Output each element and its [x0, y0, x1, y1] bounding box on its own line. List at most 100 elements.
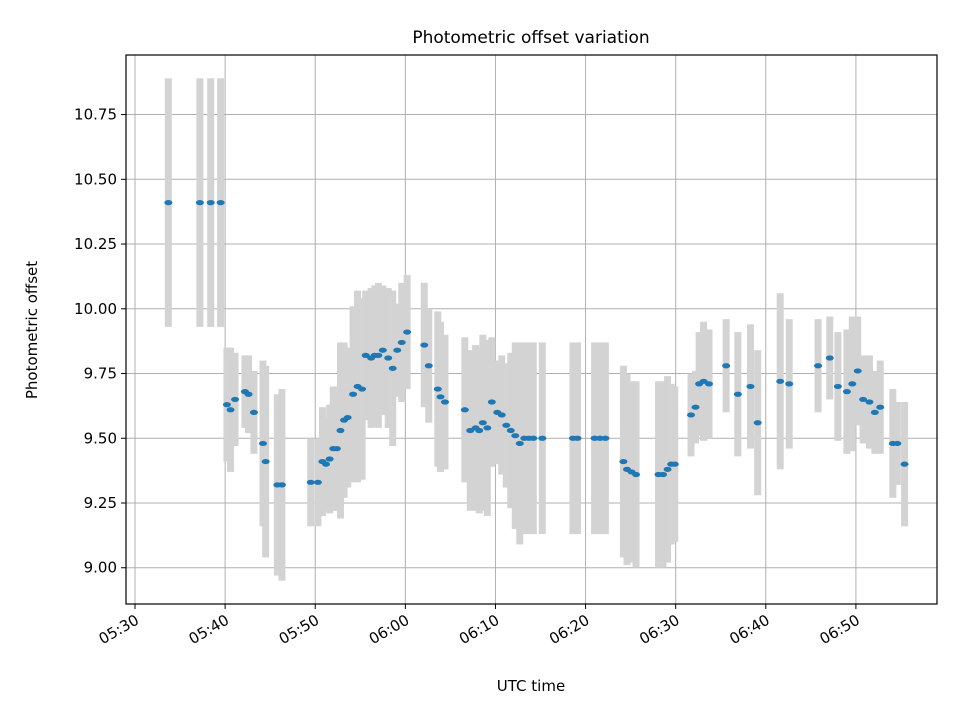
data-point	[332, 446, 341, 452]
data-point	[511, 433, 520, 439]
y-tick-label: 9.75	[84, 365, 117, 383]
data-point	[746, 383, 755, 390]
y-tick-label: 10.50	[74, 170, 117, 188]
data-point	[538, 435, 547, 441]
data-point	[900, 461, 909, 467]
x-tick-label: 06:00	[366, 611, 412, 648]
data-point	[814, 363, 823, 369]
data-point	[378, 347, 387, 353]
grid	[126, 55, 937, 604]
data-point	[195, 200, 204, 206]
data-point	[722, 363, 731, 369]
data-point	[226, 407, 235, 413]
data-point	[853, 368, 862, 374]
data-point	[848, 381, 857, 387]
data-point	[384, 355, 393, 361]
data-point	[261, 458, 270, 465]
x-tick-label: 06:10	[456, 611, 502, 648]
data-point	[231, 396, 240, 403]
data-point	[686, 412, 695, 418]
data-point	[322, 461, 331, 467]
data-point	[343, 414, 352, 421]
data-point	[374, 352, 383, 358]
data-point	[436, 394, 445, 400]
y-tick-label: 10.25	[74, 235, 117, 253]
data-point	[865, 399, 874, 405]
plot-frame	[125, 54, 938, 605]
chart-title: Photometric offset variation	[412, 28, 649, 48]
data-point	[859, 396, 868, 403]
y-tick-label: 9.00	[84, 559, 117, 577]
data-point	[705, 381, 714, 387]
data-point	[833, 383, 842, 390]
x-tick-label: 06:20	[546, 611, 592, 648]
y-ticks: 9.00 9.25 9.50 9.75 10.00 10.25 10.50 10.75	[74, 106, 126, 577]
data-point	[249, 409, 258, 415]
data-point	[753, 420, 762, 426]
data-point	[776, 378, 785, 384]
data-point	[433, 386, 442, 392]
data-point	[573, 435, 582, 441]
y-axis-label: Photometric offset	[23, 261, 41, 399]
data-point	[691, 404, 700, 410]
x-tick-label: 06:50	[816, 611, 862, 648]
data-point	[842, 389, 851, 395]
y-tick-label: 9.50	[84, 429, 117, 447]
data-point	[785, 381, 794, 387]
data-point	[825, 355, 834, 361]
y-tick-label: 10.75	[74, 106, 117, 124]
data-point	[258, 440, 267, 447]
data-point	[325, 456, 334, 462]
data-point	[733, 391, 742, 397]
data-point	[403, 329, 412, 335]
data-point	[244, 391, 253, 397]
error-bars	[164, 78, 909, 581]
data-point	[349, 391, 358, 397]
data-point	[529, 435, 538, 441]
data-point	[222, 401, 231, 408]
data-point	[670, 461, 679, 467]
x-ticks: 05:30 05:40 05:50 06:00 06:10 06:20 06:30 06:40…	[96, 604, 863, 648]
x-tick-label: 05:50	[276, 611, 322, 648]
data-point	[502, 422, 511, 428]
data-point	[487, 399, 496, 405]
data-point	[420, 342, 429, 348]
data-point	[632, 471, 641, 478]
data-point	[393, 347, 402, 353]
x-tick-label: 06:30	[636, 611, 682, 648]
data-point	[475, 427, 484, 434]
data-point	[277, 482, 286, 488]
data-point	[870, 409, 879, 415]
data-point	[506, 427, 515, 434]
x-tick-label: 05:30	[96, 611, 142, 648]
data-point	[515, 440, 524, 447]
data-point	[478, 420, 487, 426]
data-point	[460, 407, 469, 413]
data-point	[397, 339, 406, 346]
data-point	[876, 404, 885, 410]
x-tick-label: 06:40	[726, 611, 772, 648]
data-point	[358, 386, 367, 392]
data-point	[601, 435, 610, 441]
x-tick-label: 05:40	[186, 611, 232, 648]
data-point	[216, 200, 225, 206]
data-point	[313, 479, 322, 485]
y-tick-label: 9.25	[84, 494, 117, 512]
data-points	[164, 200, 909, 488]
x-axis-label: UTC time	[497, 677, 565, 695]
data-point	[497, 412, 506, 418]
data-point	[659, 471, 668, 478]
data-point	[336, 427, 345, 434]
data-point	[893, 440, 902, 447]
data-point	[483, 425, 492, 431]
y-tick-label: 10.00	[74, 300, 117, 318]
data-point	[440, 399, 449, 405]
data-point	[164, 200, 173, 206]
data-point	[424, 363, 433, 369]
data-point	[619, 458, 628, 465]
data-point	[206, 200, 215, 206]
data-point	[663, 466, 672, 472]
data-point	[388, 365, 397, 371]
data-point	[306, 479, 315, 485]
